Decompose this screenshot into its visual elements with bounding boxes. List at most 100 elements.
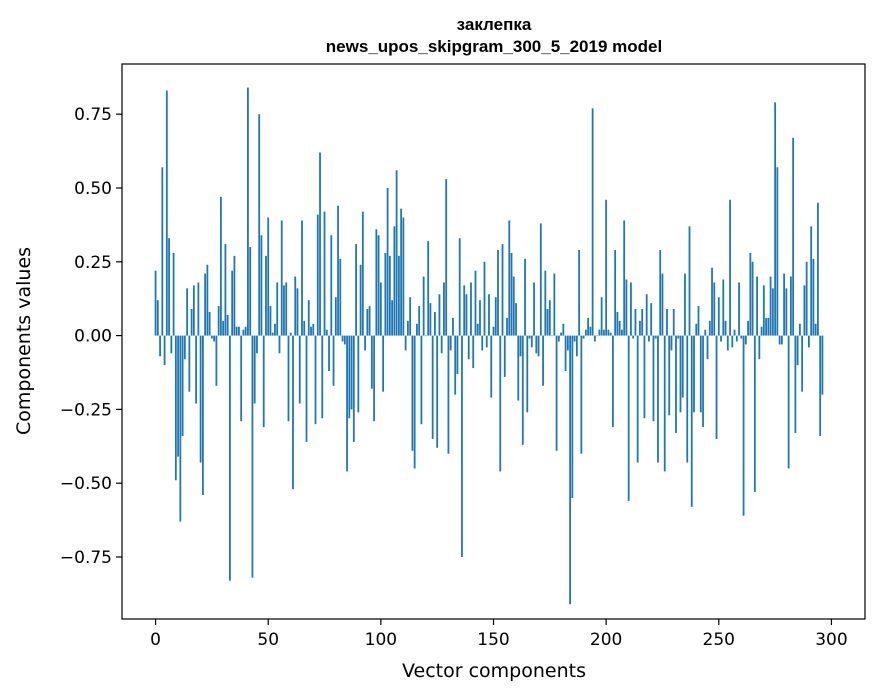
bar	[675, 335, 677, 434]
bar	[174, 335, 177, 481]
bar	[303, 320, 306, 336]
bar	[562, 323, 565, 336]
bar	[688, 226, 691, 336]
bar	[463, 285, 466, 336]
bar	[591, 108, 594, 336]
bar	[328, 335, 330, 372]
bar	[724, 320, 727, 336]
bar	[220, 196, 222, 336]
bar	[461, 335, 463, 558]
bar	[384, 252, 387, 336]
bar	[584, 329, 587, 336]
bar	[325, 329, 328, 336]
bar	[289, 332, 292, 336]
bar	[427, 241, 430, 336]
bar	[762, 285, 765, 336]
bar	[765, 317, 767, 336]
bar	[798, 323, 801, 336]
bar	[314, 335, 317, 425]
bar	[634, 309, 637, 336]
bar	[672, 309, 675, 336]
bar	[510, 252, 513, 336]
bar	[386, 187, 389, 336]
bar	[519, 335, 522, 357]
bar	[474, 270, 477, 336]
bar	[159, 335, 161, 357]
bar	[265, 255, 267, 336]
bar	[364, 335, 366, 351]
bar	[452, 317, 454, 336]
bar	[238, 326, 240, 336]
bar	[810, 226, 813, 336]
bar	[481, 335, 484, 351]
bar	[499, 335, 502, 472]
bar	[742, 335, 745, 516]
bar	[229, 335, 231, 581]
bar	[276, 282, 279, 336]
bar	[668, 335, 671, 416]
bar	[298, 335, 301, 404]
bar	[154, 270, 157, 336]
bar	[280, 220, 283, 336]
bar	[492, 326, 495, 336]
bar	[454, 335, 457, 395]
bar	[551, 335, 553, 337]
bar	[472, 335, 475, 369]
bar	[794, 335, 797, 434]
bar	[449, 335, 452, 351]
bar	[467, 335, 470, 360]
bar	[612, 335, 614, 428]
bar	[368, 306, 371, 336]
bar	[758, 335, 761, 360]
x-tick-label: 150	[477, 630, 509, 650]
bar	[204, 273, 207, 336]
chart-title-line-2: news_upos_skipgram_300_5_2019 model	[326, 37, 662, 56]
bar	[350, 335, 353, 410]
bar	[569, 335, 571, 605]
bar	[542, 335, 544, 386]
bar	[645, 294, 648, 336]
bar	[627, 335, 630, 501]
bar	[458, 238, 461, 336]
bar	[483, 261, 486, 336]
bar	[231, 270, 234, 336]
bar	[557, 335, 560, 342]
bar	[490, 335, 493, 398]
bar	[659, 249, 662, 336]
bar	[731, 335, 734, 348]
bar	[359, 264, 362, 336]
bar	[598, 329, 601, 336]
bar	[657, 335, 659, 463]
bar	[526, 335, 529, 413]
bar	[156, 300, 159, 336]
bar	[404, 335, 407, 351]
bar	[294, 276, 297, 336]
bar	[494, 297, 497, 336]
bar	[161, 167, 164, 336]
bar	[774, 102, 777, 336]
bar	[744, 335, 747, 345]
bar	[596, 335, 599, 337]
bar	[767, 317, 770, 336]
bar	[420, 335, 423, 425]
bar	[316, 214, 319, 336]
bar	[780, 335, 783, 345]
bar	[323, 211, 326, 336]
bar	[778, 335, 781, 345]
bar	[553, 273, 556, 336]
bar	[445, 179, 448, 336]
bar	[537, 335, 540, 357]
bar	[690, 335, 693, 507]
bar	[566, 335, 569, 351]
bar	[388, 255, 391, 336]
bar	[438, 294, 441, 336]
bar	[339, 258, 342, 336]
bar	[715, 335, 718, 439]
bar	[821, 335, 824, 395]
bar	[706, 335, 709, 360]
bar	[720, 335, 722, 342]
bar	[785, 288, 788, 336]
y-tick-label: −0.25	[60, 400, 112, 420]
y-tick-label: −0.75	[60, 548, 112, 568]
bar	[814, 323, 817, 336]
